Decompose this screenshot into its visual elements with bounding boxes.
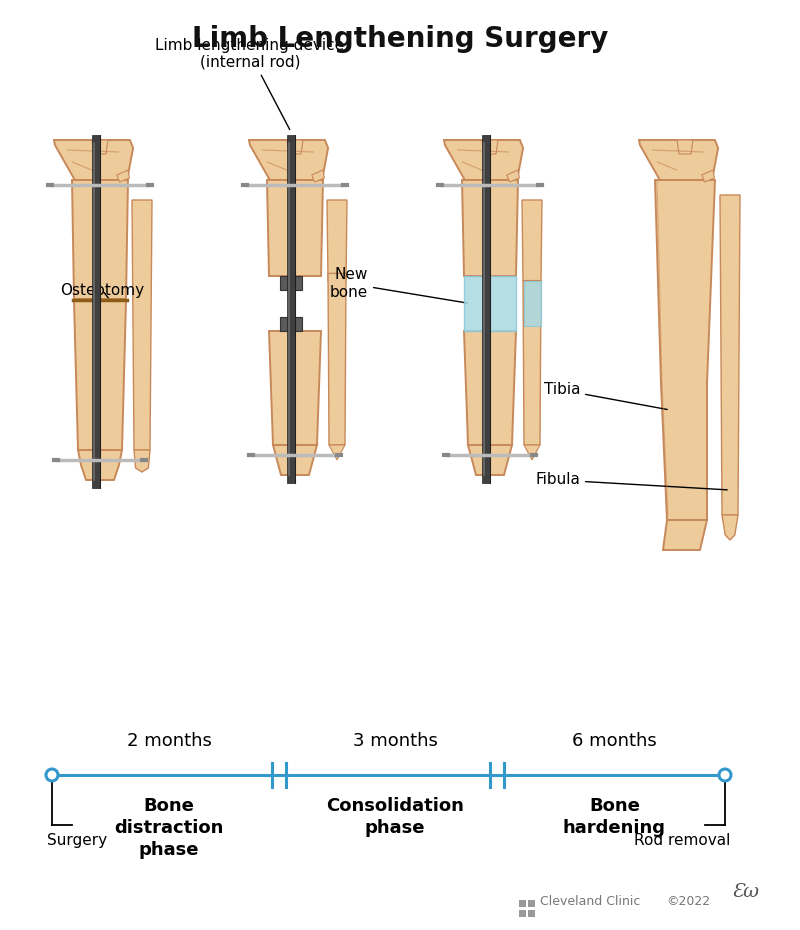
Polygon shape	[702, 170, 714, 182]
Polygon shape	[663, 520, 707, 550]
Text: Rod removal: Rod removal	[634, 833, 730, 848]
Polygon shape	[482, 140, 498, 154]
Polygon shape	[720, 195, 740, 515]
Text: 3 months: 3 months	[353, 732, 438, 750]
Text: New
bone: New bone	[330, 267, 467, 303]
Polygon shape	[134, 450, 150, 472]
Text: Ɛω: Ɛω	[731, 883, 759, 901]
Text: Cleveland Clinic: Cleveland Clinic	[540, 895, 640, 908]
Polygon shape	[329, 445, 345, 460]
Polygon shape	[269, 331, 321, 445]
Bar	[519, 900, 526, 907]
Circle shape	[46, 769, 58, 781]
Polygon shape	[280, 276, 302, 290]
Polygon shape	[462, 180, 518, 276]
Polygon shape	[507, 170, 519, 182]
Text: Bone
distraction
phase: Bone distraction phase	[114, 797, 224, 859]
Text: Limb Lengthening Surgery: Limb Lengthening Surgery	[192, 25, 608, 53]
Text: 6 months: 6 months	[572, 732, 657, 750]
Text: Consolidation
phase: Consolidation phase	[326, 797, 464, 837]
Polygon shape	[280, 317, 302, 331]
Text: ©2022: ©2022	[666, 895, 710, 908]
Polygon shape	[468, 445, 512, 475]
Polygon shape	[722, 515, 738, 540]
Polygon shape	[92, 140, 108, 154]
Text: Fibula: Fibula	[535, 472, 727, 490]
Polygon shape	[522, 200, 542, 281]
Polygon shape	[524, 445, 540, 460]
Text: 2 months: 2 months	[126, 732, 211, 750]
Polygon shape	[249, 140, 328, 180]
Polygon shape	[117, 170, 130, 182]
Text: Limb lengthening device
(internal rod): Limb lengthening device (internal rod)	[155, 37, 345, 129]
Polygon shape	[464, 331, 516, 445]
Bar	[528, 900, 535, 907]
Polygon shape	[92, 135, 100, 488]
Polygon shape	[267, 180, 323, 276]
Polygon shape	[273, 445, 317, 475]
Polygon shape	[655, 180, 715, 520]
Polygon shape	[287, 140, 303, 154]
Polygon shape	[72, 180, 128, 299]
Polygon shape	[74, 301, 126, 450]
Polygon shape	[677, 140, 693, 154]
Polygon shape	[482, 135, 490, 483]
Circle shape	[719, 769, 731, 781]
Text: Bone
hardening: Bone hardening	[563, 797, 666, 837]
Text: Surgery: Surgery	[47, 833, 107, 848]
Text: Osteotomy: Osteotomy	[60, 283, 144, 298]
Polygon shape	[132, 200, 152, 450]
Polygon shape	[639, 140, 718, 180]
Bar	[519, 910, 526, 917]
Polygon shape	[54, 140, 133, 180]
Polygon shape	[523, 281, 541, 445]
Polygon shape	[312, 170, 325, 182]
Bar	[528, 910, 535, 917]
Polygon shape	[328, 273, 346, 445]
Text: Tibia: Tibia	[543, 382, 667, 409]
Polygon shape	[444, 140, 523, 180]
Polygon shape	[287, 135, 295, 483]
Polygon shape	[327, 200, 347, 281]
Polygon shape	[523, 281, 541, 326]
Polygon shape	[464, 276, 516, 331]
Polygon shape	[78, 450, 122, 480]
